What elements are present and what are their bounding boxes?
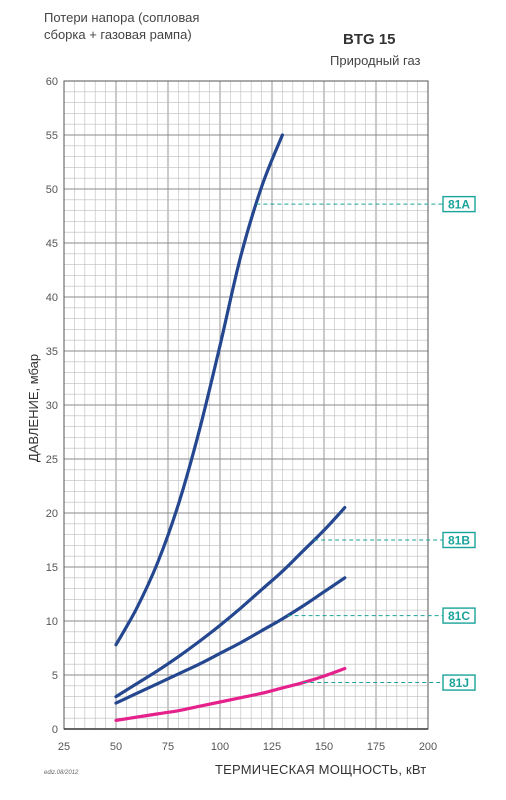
series-tag-81a: [442, 195, 476, 213]
y-tick-label: 35: [46, 346, 58, 358]
y-tick-label: 10: [46, 616, 58, 628]
x-tick-label: 50: [110, 741, 122, 753]
y-tick-labels: 0 5 10 15 20 25 30 35 40 45 50 55 60: [46, 76, 58, 736]
edition-note: ediz.08/2012: [44, 770, 79, 776]
y-tick-label: 45: [46, 238, 58, 250]
x-tick-label: 175: [367, 741, 385, 753]
x-tick-label: 200: [419, 741, 437, 753]
y-tick-label: 40: [46, 292, 58, 304]
series-line-81b: [114, 506, 347, 699]
series-label-81a: 81A: [448, 198, 470, 212]
x-axis-label: ТЕРМИЧЕСКАЯ МОЩНОСТЬ, кВт: [215, 762, 427, 777]
x-tick-label: 75: [162, 741, 174, 753]
y-tick-label: 60: [46, 76, 58, 88]
series-line-81a: [114, 133, 284, 647]
x-tick-label: 150: [315, 741, 333, 753]
y-tick-label: 0: [52, 724, 58, 736]
subtitle-line-2: сборка + газовая рампа): [44, 27, 192, 42]
series-label-81j: 81J: [449, 676, 469, 690]
y-tick-label: 20: [46, 508, 58, 520]
x-tick-label: 25: [58, 741, 70, 753]
y-tick-label: 55: [46, 130, 58, 142]
series-line-81c: [114, 576, 347, 705]
x-tick-labels: 25 50 75 100 125 150 175 200: [58, 741, 437, 753]
y-tick-label: 5: [52, 670, 58, 682]
y-tick-label: 50: [46, 184, 58, 196]
chart-grid: [63, 80, 429, 730]
x-tick-label: 125: [263, 741, 281, 753]
gas-type-label: Природный газ: [330, 53, 421, 68]
series-labels: 81A 81B 81C 81J: [256, 195, 476, 691]
series-tag-81c: [442, 607, 476, 624]
series-tag-81j: [442, 674, 476, 691]
subtitle-line-1: Потери напора (сопловая: [44, 10, 200, 25]
series-line-81j: [114, 666, 347, 722]
series-tag-81b: [442, 531, 476, 549]
chart-subtitle: Потери напора (сопловая сборка + газовая…: [44, 9, 254, 43]
x-tick-label: 100: [211, 741, 229, 753]
y-tick-label: 25: [46, 454, 58, 466]
y-tick-label: 30: [46, 400, 58, 412]
chart-series: [114, 133, 347, 722]
model-title: BTG 15: [343, 31, 396, 48]
chart-axes: [63, 80, 429, 730]
series-label-81b: 81B: [448, 534, 470, 548]
series-label-81c: 81C: [448, 609, 470, 623]
y-tick-label: 15: [46, 562, 58, 574]
